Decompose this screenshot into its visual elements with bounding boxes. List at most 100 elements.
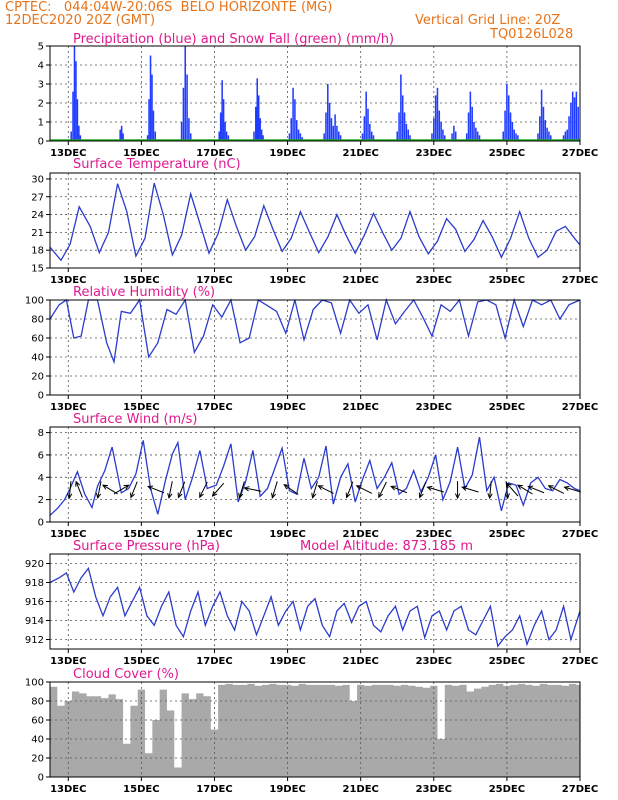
rh-line <box>49 297 581 365</box>
x-tick-label: 23DEC <box>416 148 452 159</box>
precip-bar <box>573 97 576 141</box>
wind-arrow-shaft <box>517 484 533 495</box>
y-tick-label: 0 <box>38 518 44 529</box>
wind-arrow-shaft <box>147 485 165 494</box>
panel-frame <box>49 299 581 396</box>
wind-arrow-shaft <box>130 481 138 498</box>
precip-bar <box>504 110 506 141</box>
precip-bar <box>225 131 228 141</box>
wind-arrow-shaft <box>75 481 83 498</box>
precip-bar <box>222 99 225 141</box>
precip-bar <box>182 87 185 141</box>
wind-arrow-shaft <box>378 481 387 498</box>
wind-arrow-shaft <box>489 481 492 499</box>
precip-bar <box>465 133 468 141</box>
x-tick-label: 13DEC <box>50 784 86 795</box>
x-tick-label: 17DEC <box>196 275 232 286</box>
x-tick-label: 17DEC <box>196 529 232 540</box>
precip-bar <box>544 120 547 141</box>
wind-arrow-head <box>211 491 218 497</box>
wind-arrow-shaft <box>548 485 565 494</box>
wind-arrow-head <box>311 492 317 499</box>
y-tick-label: 60 <box>31 716 44 727</box>
wind-arrow-head <box>271 492 277 499</box>
precip-bar <box>440 122 442 141</box>
x-tick-label: 15DEC <box>123 402 159 413</box>
wind-arrow-head <box>563 485 570 491</box>
wind-arrow <box>317 485 334 494</box>
precip-bar <box>542 106 545 141</box>
x-tick-label: 19DEC <box>269 784 305 795</box>
precip-bar <box>146 135 149 141</box>
y-tick-label: 8 <box>38 428 44 439</box>
precip-bar <box>471 106 473 141</box>
y-tick-label: 60 <box>31 334 44 345</box>
y-tick-label: 3 <box>38 80 44 91</box>
x-tick-label: 15DEC <box>123 148 159 159</box>
wind-arrow <box>113 484 130 495</box>
precip-bar <box>259 118 261 141</box>
wind-arrow <box>461 485 479 493</box>
wind-arrow-head <box>167 492 173 500</box>
x-tick-label: 27DEC <box>562 275 598 286</box>
precip-bar <box>328 103 331 141</box>
wind-arrow <box>547 485 565 494</box>
y-tick-label: 4 <box>38 61 44 72</box>
x-tick-label: 27DEC <box>562 529 598 540</box>
precip-bar <box>295 120 298 141</box>
precip-bar <box>219 112 222 141</box>
wind-arrow <box>504 481 510 500</box>
wind-arrow-head <box>102 484 109 490</box>
x-tick-label: 19DEC <box>269 148 305 159</box>
precip-bar <box>119 129 121 141</box>
wind-arrow-shaft <box>244 487 262 492</box>
precip-bar <box>227 135 230 141</box>
precip-bar <box>515 133 517 141</box>
wind-arrow <box>506 482 519 497</box>
y-tick-label: 20 <box>31 372 44 383</box>
precip-bar <box>548 131 550 141</box>
wind-arrow-shaft <box>505 481 509 499</box>
x-tick-label: 23DEC <box>416 402 452 413</box>
precip-bar <box>564 131 567 141</box>
x-tick-label: 15DEC <box>123 275 159 286</box>
wind-arrow-shaft <box>283 484 299 495</box>
precip-bar <box>148 99 150 141</box>
wind-arrow-head <box>454 493 461 500</box>
precip-bar <box>330 118 333 141</box>
x-tick-label: 19DEC <box>269 275 305 286</box>
y-tick-label: 916 <box>25 597 44 608</box>
wind-arrow <box>516 484 533 495</box>
precip-bar <box>443 135 446 141</box>
precip-bar <box>539 116 541 141</box>
panel-frame <box>49 172 581 269</box>
x-tick-label: 19DEC <box>269 529 305 540</box>
wind-arrow <box>130 481 138 499</box>
wind-arrow-shaft <box>113 484 129 495</box>
y-tick-label: 30 <box>31 174 44 185</box>
x-tick-label: 27DEC <box>562 402 598 413</box>
precip-bar <box>186 74 188 141</box>
wind-arrow-head <box>487 493 493 500</box>
y-tick-label: 912 <box>25 635 44 646</box>
wind-arrow <box>243 486 262 492</box>
precip-bar <box>566 129 568 141</box>
wind-arrow <box>418 481 427 499</box>
wind-arrow <box>238 481 245 499</box>
x-tick-label: 15DEC <box>123 656 159 667</box>
x-tick-label: 25DEC <box>489 148 525 159</box>
x-tick-label: 27DEC <box>562 148 598 159</box>
y-tick-label: 18 <box>31 246 44 257</box>
precip-bar <box>154 131 157 141</box>
precip-bar <box>301 137 303 141</box>
precip-bar <box>122 133 124 141</box>
y-tick-label: 40 <box>31 353 44 364</box>
precip-bar <box>337 131 340 141</box>
wind-arrow-head <box>317 485 324 491</box>
panel-title: Cloud Cover (%) <box>73 667 179 682</box>
wind-arrow-head <box>506 482 512 489</box>
precip-bar <box>149 55 152 141</box>
panel-frame <box>49 426 581 523</box>
wind-arrow <box>95 481 102 500</box>
